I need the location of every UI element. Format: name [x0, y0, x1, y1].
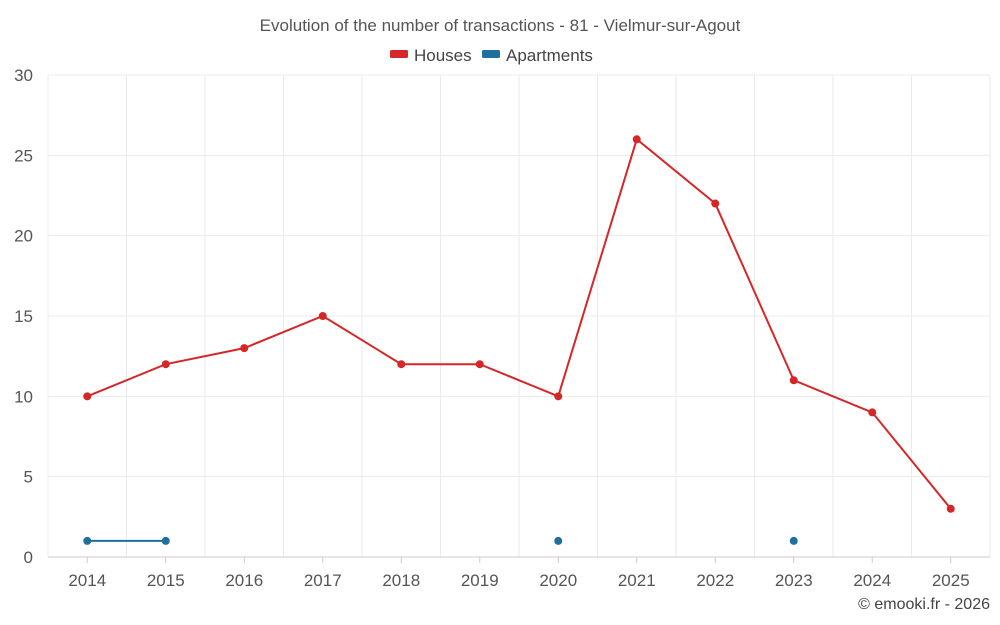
series-houses	[83, 135, 955, 513]
y-tick-label: 10	[14, 387, 33, 406]
legend-swatch	[390, 50, 408, 58]
legend-item-houses[interactable]: Houses	[390, 46, 472, 65]
data-point	[789, 536, 798, 545]
grid-lines	[47, 74, 991, 557]
x-tick-label: 2024	[853, 571, 891, 590]
data-point	[318, 312, 327, 320]
credit-text: © emooki.fr - 2026	[858, 596, 990, 613]
x-tick-label: 2015	[147, 571, 185, 590]
data-point	[475, 360, 484, 369]
chart-title: Evolution of the number of transactions …	[260, 16, 741, 35]
x-tick-label: 2023	[775, 571, 813, 590]
data-point	[554, 392, 563, 401]
legend: Houses Apartments	[390, 46, 593, 65]
x-tick-label: 2016	[225, 571, 263, 590]
y-tick-label: 20	[14, 227, 33, 246]
y-tick-label: 5	[24, 468, 33, 487]
data-point	[632, 135, 641, 144]
legend-swatch	[482, 50, 500, 58]
data-point	[161, 536, 170, 545]
x-tick-label: 2019	[461, 571, 499, 590]
y-tick-label: 25	[14, 146, 33, 165]
y-tick-label: 30	[14, 66, 33, 85]
data-point	[397, 360, 406, 369]
data-point	[83, 392, 92, 401]
y-tick-label: 0	[24, 548, 33, 567]
data-point	[868, 408, 877, 417]
x-tick-label: 2018	[382, 571, 420, 590]
x-axis: 2014 2015 2016 2017 2018 2019 2020 2021 2022 2023…	[48, 556, 990, 590]
data-point	[789, 376, 798, 385]
x-tick-label: 2020	[539, 571, 577, 590]
y-axis: 0 5 10 15 20 25 30	[14, 66, 33, 567]
data-point	[161, 360, 170, 369]
data-point	[554, 536, 563, 545]
data-point	[711, 199, 720, 208]
legend-item-apartments[interactable]: Apartments	[482, 46, 593, 65]
x-tick-label: 2025	[932, 571, 970, 590]
series-line	[86, 137, 952, 510]
x-tick-label: 2017	[304, 571, 342, 590]
x-tick-label: 2014	[68, 571, 106, 590]
series-apartments	[83, 536, 798, 545]
series-layer	[83, 135, 955, 545]
data-point	[83, 536, 92, 545]
y-tick-label: 15	[14, 307, 33, 326]
data-point	[240, 344, 249, 353]
x-tick-label: 2022	[696, 571, 734, 590]
x-tick-label: 2021	[618, 571, 656, 590]
data-point	[946, 504, 955, 513]
legend-label: Apartments	[506, 46, 593, 65]
legend-label: Houses	[414, 46, 472, 65]
